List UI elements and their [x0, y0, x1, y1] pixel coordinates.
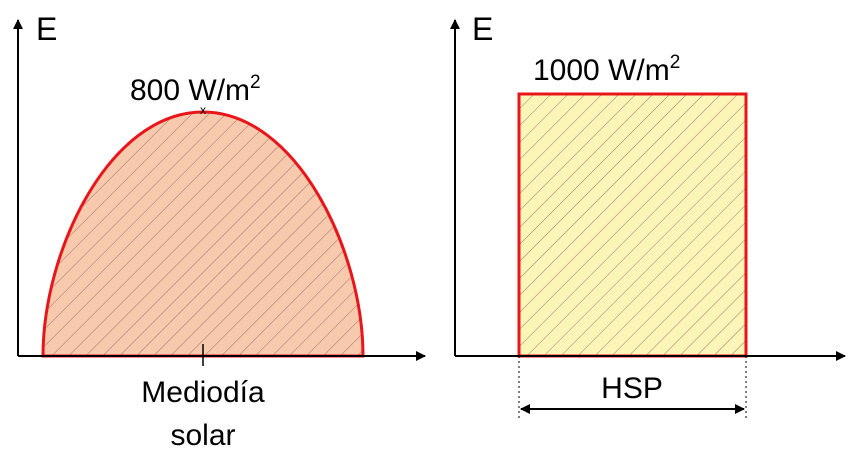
irradiance-curve	[41, 110, 365, 358]
y-axis-label-left: E	[36, 11, 57, 47]
hsp-label: HSP	[601, 372, 663, 405]
left-panel: x E 800 W/m2 Mediodía solar	[13, 11, 426, 452]
noon-label-line1: Mediodía	[141, 376, 265, 409]
noon-label-line2: solar	[170, 419, 235, 452]
level-label: 1000 W/m2	[533, 52, 680, 87]
peak-label: 800 W/m2	[130, 72, 261, 107]
irradiance-curve-hatch	[43, 112, 363, 356]
peak-sun-rect-hatch	[519, 94, 746, 356]
peak-marker: x	[200, 103, 206, 117]
right-panel: E 1000 W/m2 HSP	[450, 11, 846, 418]
y-axis-label-right: E	[472, 11, 493, 47]
